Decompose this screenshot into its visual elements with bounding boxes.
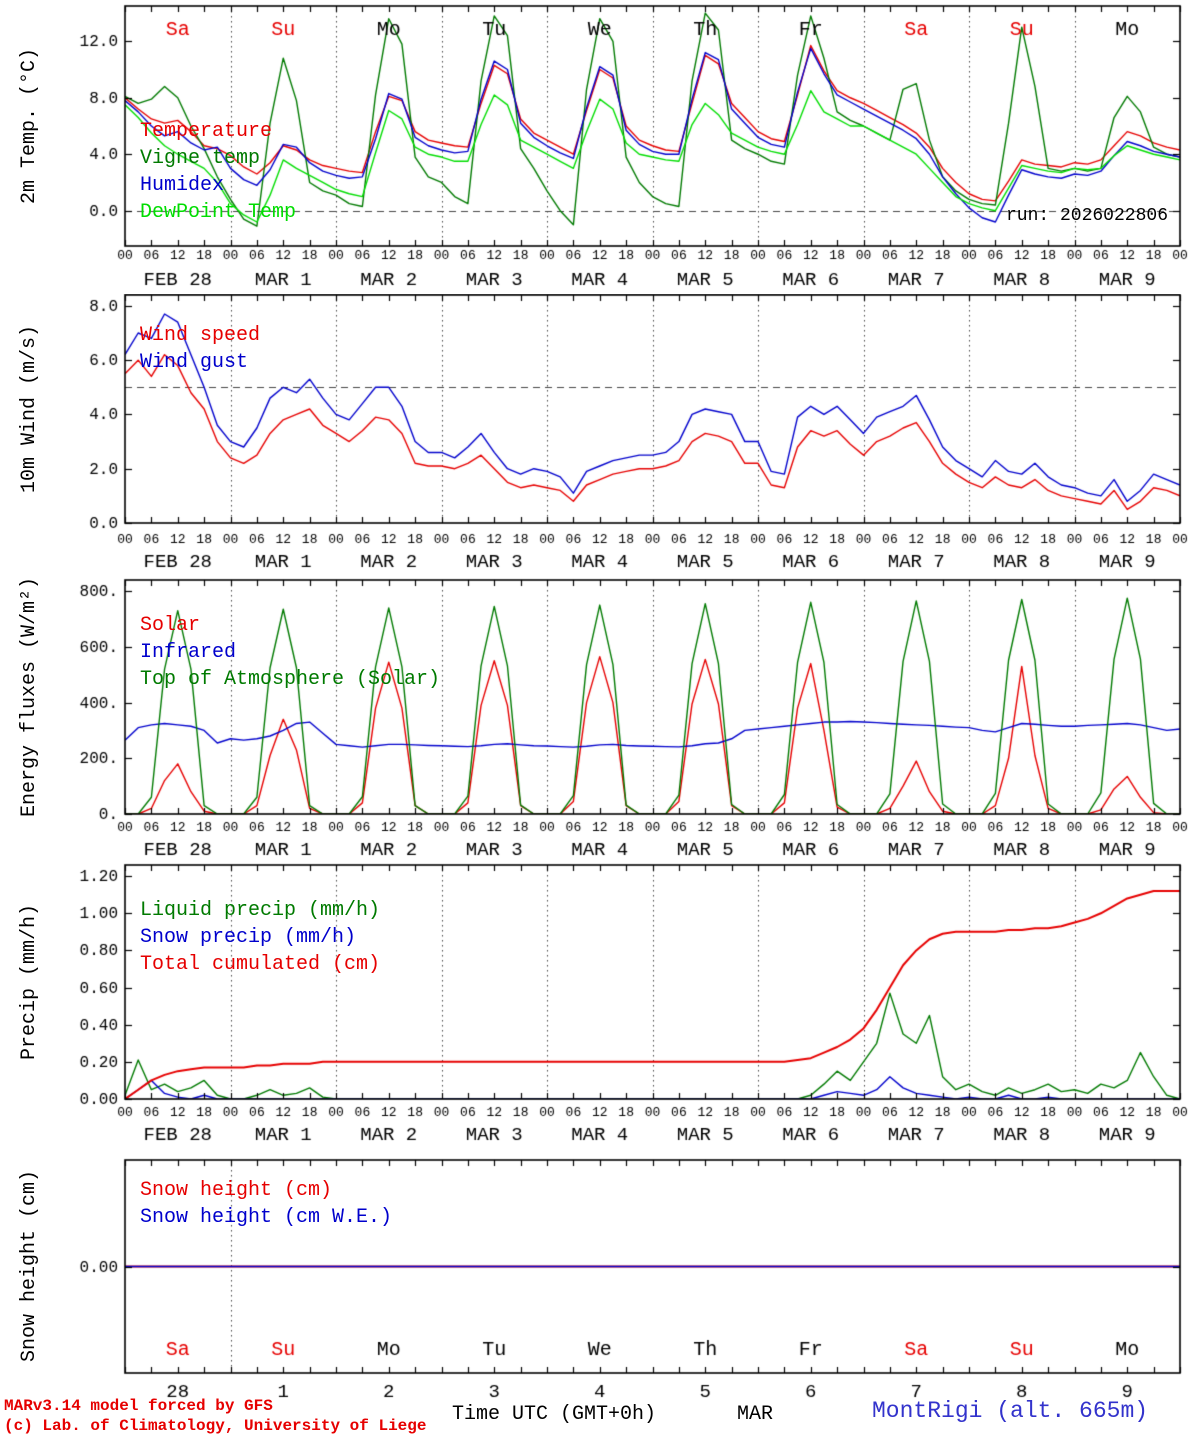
snow-height-legend: Snow height (cm) Snow height (cm W.E.) (140, 1177, 392, 1231)
wind-panel-canvas (0, 294, 1194, 576)
temperature-legend: Temperature Vigne temp Humidex DewPoint … (140, 118, 296, 226)
legend-snow-height-we: Snow height (cm W.E.) (140, 1206, 393, 1229)
energy-flux-panel-canvas (0, 578, 1194, 862)
legend-humidex: Humidex (140, 174, 225, 197)
footer-station-label: MontRigi (alt. 665m) (872, 1398, 1149, 1424)
legend-total-cumulated: Total cumulated (cm) (140, 953, 381, 976)
legend-dewpoint-temp: DewPoint Temp (140, 201, 297, 224)
run-label: run: 2026022806 (1005, 206, 1168, 226)
legend-temperature: Temperature (140, 120, 273, 143)
legend-top-of-atmosphere: Top of Atmosphere (Solar) (140, 668, 441, 691)
temperature-axis-title: 2m Temp. (°C) (18, 47, 41, 205)
snow-height-panel-canvas (0, 1158, 1194, 1400)
legend-solar: Solar (140, 614, 201, 637)
footer-month-label: MAR (737, 1403, 774, 1426)
precip-axis-title: Precip (mm/h) (18, 903, 41, 1061)
temperature-panel-canvas (0, 4, 1194, 294)
snow-height-axis-title: Snow height (cm) (18, 1169, 41, 1363)
wind-legend: Wind speed Wind gust (140, 322, 260, 376)
legend-snow-precip: Snow precip (mm/h) (140, 926, 357, 949)
precip-legend: Liquid precip (mm/h) Snow precip (mm/h) … (140, 897, 380, 978)
legend-snow-height: Snow height (cm) (140, 1179, 333, 1202)
precip-panel-canvas (0, 863, 1194, 1147)
legend-wind-speed: Wind speed (140, 324, 261, 347)
footer-model-credit: MARv3.14 model forced by GFS (4, 1397, 273, 1415)
legend-wind-gust: Wind gust (140, 351, 249, 374)
footer-lab-credit: (c) Lab. of Climatology, University of L… (4, 1417, 427, 1435)
energy-flux-axis-title: Energy fluxes (W/m²) (18, 576, 41, 818)
legend-vigne-temp: Vigne temp (140, 147, 261, 170)
legend-infrared: Infrared (140, 641, 237, 664)
energy-flux-legend: Solar Infrared Top of Atmosphere (Solar) (140, 612, 440, 693)
wind-axis-title: 10m Wind (m/s) (18, 324, 41, 494)
footer-time-axis-label: Time UTC (GMT+0h) (452, 1403, 657, 1426)
legend-liquid-precip: Liquid precip (mm/h) (140, 899, 381, 922)
